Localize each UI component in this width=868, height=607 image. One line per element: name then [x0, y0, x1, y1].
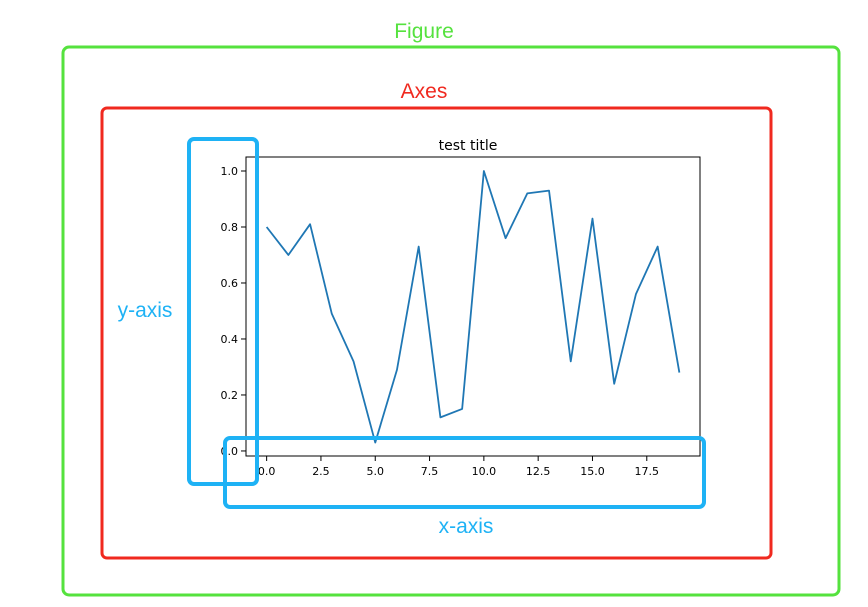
xaxis-label: x-axis: [439, 515, 494, 538]
x-tick-label: 10.0: [472, 465, 497, 478]
data-series: [265, 170, 681, 444]
y-ticks: 0.00.20.40.60.81.0: [221, 165, 246, 458]
x-tick-label: 17.5: [635, 465, 660, 478]
figure-label: Figure: [394, 20, 454, 43]
axes-label: Axes: [401, 80, 448, 103]
y-tick-label: 1.0: [221, 165, 239, 178]
y-tick-label: 0.6: [221, 277, 239, 290]
figure-box: [61, 45, 841, 597]
plot-frame: [245, 156, 701, 457]
y-tick-label: 0.4: [221, 333, 239, 346]
x-tick-label: 12.5: [526, 465, 551, 478]
x-tick-label: 7.5: [421, 465, 439, 478]
x-tick-label: 0.0: [258, 465, 276, 478]
series-line: [265, 170, 681, 444]
y-tick-label: 0.2: [221, 389, 239, 402]
y-tick-label: 0.8: [221, 221, 239, 234]
yaxis-label: y-axis: [118, 299, 173, 322]
x-ticks: 0.0 2.5 5.0 7.5 10.0 12.5 15.0 17.5: [258, 456, 659, 478]
chart-title: test title: [439, 138, 498, 154]
x-tick-label: 2.5: [312, 465, 330, 478]
axes-box: [100, 106, 773, 560]
xaxis-box: [223, 436, 706, 509]
x-tick-label: 15.0: [580, 465, 605, 478]
yaxis-box: [187, 137, 259, 486]
x-tick-label: 5.0: [366, 465, 384, 478]
